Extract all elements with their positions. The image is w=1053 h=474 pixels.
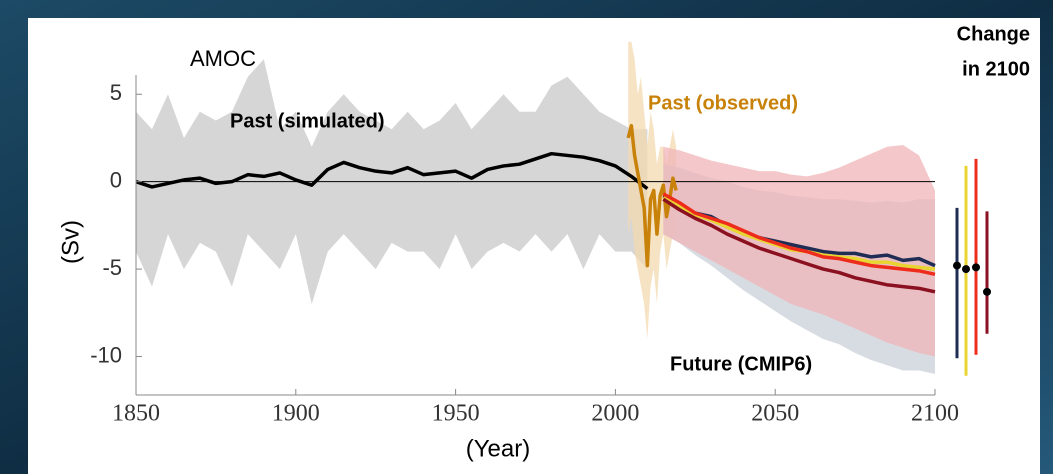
x-tick-label: 2050	[751, 401, 799, 427]
page: 5 0 -5 -10 1850 1900 1950 2000 2050 2100 Past (sim…	[0, 0, 1053, 474]
y-tick-label: -5	[102, 255, 122, 280]
panel-title: Change	[957, 23, 1030, 45]
y-axis-label: (Sv)	[57, 220, 84, 264]
x-axis-label: (Year)	[466, 435, 530, 462]
annotation: Future (CMIP6)	[670, 353, 812, 375]
x-tick-label: 1850	[112, 401, 160, 427]
x-tick-label: 2000	[591, 401, 639, 427]
chart: 5 0 -5 -10 1850 1900 1950 2000 2050 2100 Past (sim…	[0, 0, 1053, 474]
change-point	[983, 288, 991, 296]
series-label: Past (simulated)	[230, 110, 384, 132]
change-point	[962, 265, 970, 273]
x-tick-label: 1950	[432, 401, 480, 427]
change-point	[953, 262, 961, 270]
y-tick-label: 0	[110, 167, 122, 192]
y-tick-label: 5	[110, 80, 122, 105]
change-point	[972, 263, 980, 271]
x-tick-label: 2100	[911, 401, 959, 427]
series-label: Past (observed)	[648, 92, 798, 114]
panel-title: in 2100	[962, 58, 1030, 80]
y-tick-label: -10	[90, 342, 122, 367]
chart-title: AMOC	[190, 46, 256, 71]
x-tick-label: 1900	[272, 401, 320, 427]
